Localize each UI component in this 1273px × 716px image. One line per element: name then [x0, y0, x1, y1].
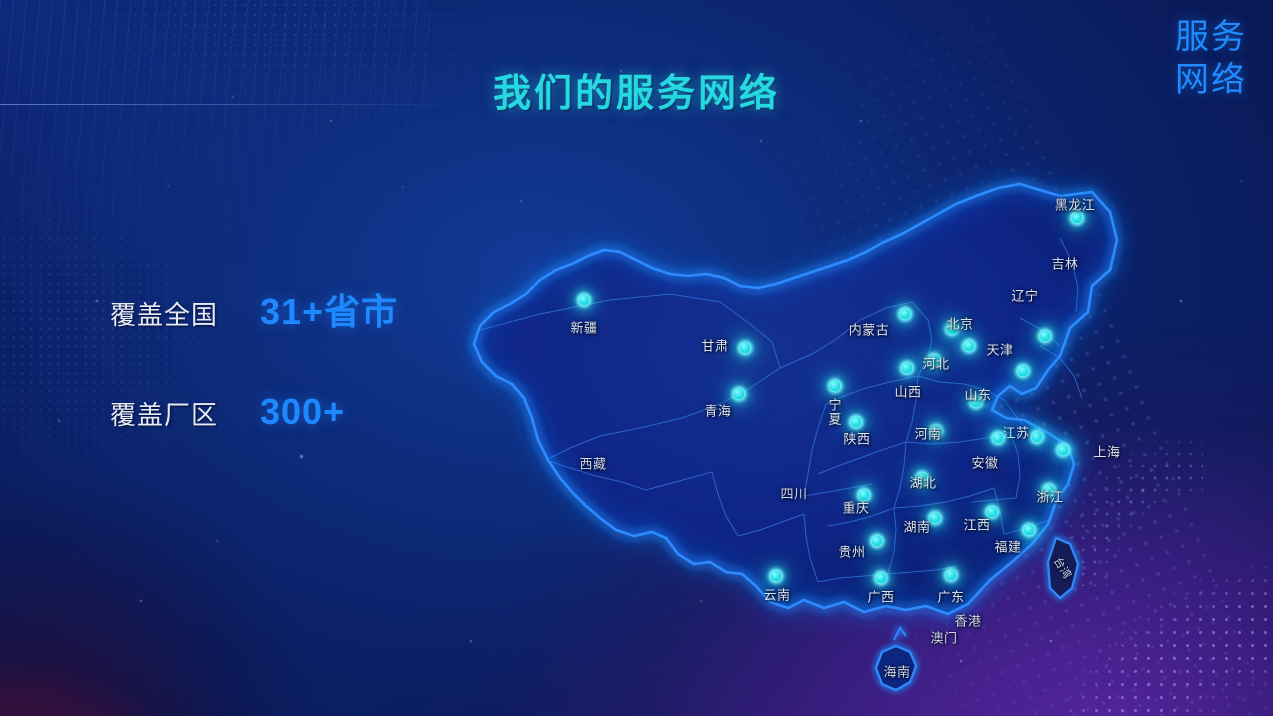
marker-dot-icon	[962, 339, 976, 353]
sparkle-dot	[860, 120, 862, 122]
stat-row-factories: 覆盖厂区 300+	[110, 391, 398, 433]
map-marker-6[interactable]	[849, 415, 863, 429]
sparkle-dot	[140, 600, 143, 603]
map-marker-8[interactable]	[927, 353, 941, 367]
map-marker-10[interactable]	[962, 339, 976, 353]
map-marker-2[interactable]	[732, 387, 746, 401]
map-landmass	[474, 184, 1117, 614]
marker-dot-icon	[1042, 483, 1056, 497]
marker-dot-icon	[1038, 329, 1052, 343]
map-outline-glow	[472, 182, 1119, 616]
sparkle-dot	[620, 70, 622, 72]
map-marker-15[interactable]	[929, 424, 943, 438]
marker-dot-icon	[928, 511, 942, 525]
map-marker-12[interactable]	[1038, 329, 1052, 343]
map-marker-11[interactable]	[1016, 364, 1030, 378]
marker-dot-icon	[969, 395, 983, 409]
marker-dot-icon	[945, 322, 959, 336]
stat-value-provinces: 31+省市	[260, 291, 399, 332]
marker-dot-icon	[1056, 443, 1070, 457]
map-marker-20[interactable]	[915, 471, 929, 485]
taiwan-island	[1046, 536, 1080, 600]
marker-dot-icon	[849, 415, 863, 429]
sparkle-dot	[1240, 180, 1242, 182]
map-marker-7[interactable]	[900, 361, 914, 375]
map-marker-26[interactable]	[870, 534, 884, 548]
sparkle-dot	[700, 600, 702, 602]
sparkle-dot	[402, 186, 404, 188]
stat-label-factories: 覆盖厂区	[110, 400, 219, 430]
map-marker-5[interactable]	[898, 307, 912, 321]
marker-dot-icon	[944, 568, 958, 582]
marker-dot-icon	[927, 353, 941, 367]
map-marker-28[interactable]	[874, 571, 888, 585]
sparkle-dot	[470, 640, 473, 643]
corner-label-line-1: 服务	[1175, 18, 1247, 56]
map-marker-22[interactable]	[985, 505, 999, 519]
sparkle-dot	[216, 540, 219, 543]
corner-brand-label: 服务 网络	[1175, 16, 1247, 102]
sparkle-dot	[960, 660, 962, 662]
stat-row-provinces: 覆盖全国 31+省市	[110, 283, 398, 335]
stats-panel: 覆盖全国 31+省市 覆盖厂区 300+	[110, 283, 398, 489]
marker-dot-icon	[991, 431, 1005, 445]
china-map[interactable]: 新疆 西藏 青海 甘肃 宁夏 内蒙古 陕西 山西 河北 北京 天津 辽宁 吉林 黑龙江 山东 河南 江苏 安徽 上海…	[420, 88, 1140, 708]
marker-dot-icon	[915, 471, 929, 485]
marker-dot-icon	[857, 488, 871, 502]
stat-value-factories: 300+	[260, 391, 346, 432]
marker-dot-icon	[898, 307, 912, 321]
marker-dot-icon	[1070, 211, 1084, 225]
sparkle-dot	[232, 96, 234, 98]
marker-dot-icon	[874, 571, 888, 585]
china-map-svg	[472, 182, 1119, 692]
marker-dot-icon	[900, 361, 914, 375]
map-marker-9[interactable]	[945, 322, 959, 336]
map-marker-21[interactable]	[928, 511, 942, 525]
map-marker-19[interactable]	[1042, 483, 1056, 497]
map-marker-24[interactable]	[857, 488, 871, 502]
sparkle-dot	[760, 140, 762, 142]
marker-dot-icon	[828, 379, 842, 393]
sparkle-dot	[300, 455, 303, 458]
sparkle-dot	[520, 200, 522, 202]
map-marker-27[interactable]	[769, 569, 783, 583]
stat-label-provinces: 覆盖全国	[110, 300, 219, 330]
map-marker-23[interactable]	[1022, 523, 1036, 537]
marker-dot-icon	[732, 387, 746, 401]
sparkle-dot	[1180, 300, 1182, 302]
sparkle-dot	[96, 300, 98, 302]
hainan-island	[874, 626, 918, 692]
map-marker-16[interactable]	[1030, 430, 1044, 444]
marker-dot-icon	[577, 293, 591, 307]
marker-dot-icon	[1016, 364, 1030, 378]
sparkle-dot	[1050, 640, 1052, 642]
sparkle-dot	[58, 420, 60, 422]
page-title: 我们的服务网络	[492, 73, 780, 115]
horizon-line	[0, 104, 460, 105]
map-marker-29[interactable]	[944, 568, 958, 582]
streak-lines-top-left	[0, 0, 430, 300]
map-marker-13[interactable]	[1070, 211, 1084, 225]
map-marker-18[interactable]	[1056, 443, 1070, 457]
marker-dot-icon	[985, 505, 999, 519]
sparkle-dot	[1150, 470, 1153, 473]
province-borders	[479, 237, 1083, 583]
marker-dot-icon	[870, 534, 884, 548]
marker-dot-icon	[929, 424, 943, 438]
map-marker-0[interactable]	[577, 293, 591, 307]
sparkle-dot	[330, 120, 332, 122]
map-marker-17[interactable]	[991, 431, 1005, 445]
map-marker-14[interactable]	[969, 395, 983, 409]
marker-dot-icon	[1022, 523, 1036, 537]
sparkle-dot	[168, 185, 171, 188]
marker-dot-icon	[769, 569, 783, 583]
map-marker-3[interactable]	[738, 341, 752, 355]
map-marker-4[interactable]	[828, 379, 842, 393]
corner-label-line-2: 网络	[1175, 60, 1247, 99]
marker-dot-icon	[738, 341, 752, 355]
marker-dot-icon	[1030, 430, 1044, 444]
